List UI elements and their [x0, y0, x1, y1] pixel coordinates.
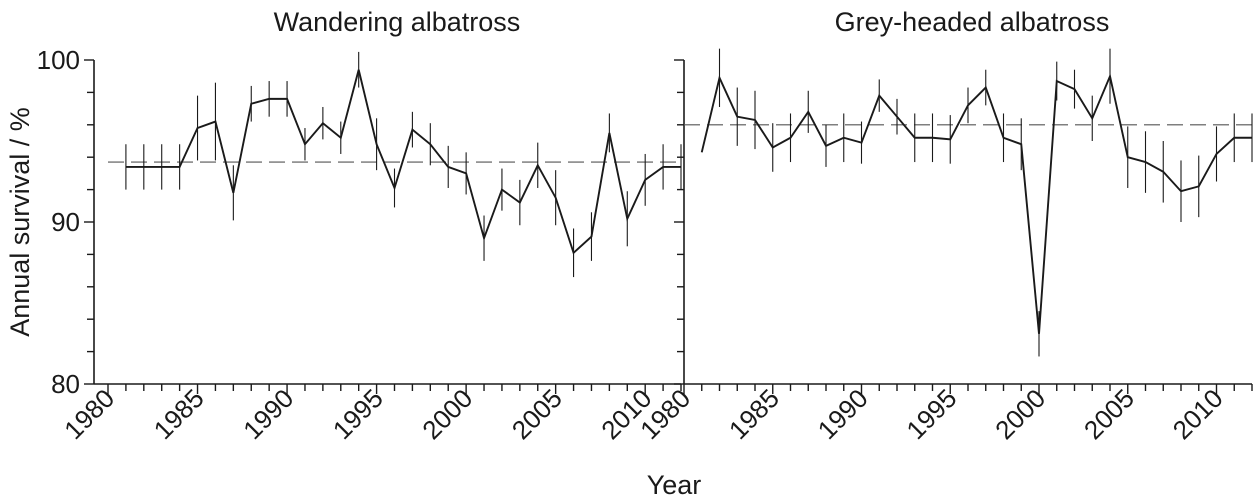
x-tick-label: 2005 — [1078, 383, 1140, 445]
x-tick-label: 2010 — [1167, 383, 1229, 445]
x-ticks-left: 1980 1985 1990 1995 2000 2005 2010 — [58, 383, 682, 445]
x-tick-label: 2000 — [989, 383, 1051, 445]
y-tick-label: 100 — [37, 45, 80, 75]
x-tick-label: 1995 — [900, 383, 962, 445]
x-tick-label: 1985 — [723, 383, 785, 445]
x-tick-label: 1985 — [148, 383, 210, 445]
x-tick-label: 1990 — [812, 383, 874, 445]
y-ticks-right — [674, 59, 684, 385]
series-line-wandering — [125, 69, 681, 255]
y-axis-label: Annual survival / % — [5, 107, 35, 337]
y-ticks-left: 80 90 100 — [37, 45, 94, 399]
y-tick-label: 90 — [51, 207, 80, 237]
x-tick-label: 2005 — [506, 383, 568, 445]
panel-grey-headed-albatross: Grey-headed albatross 1980 1985 1990 1995 20… — [634, 7, 1253, 445]
error-bars-wandering — [125, 51, 682, 278]
y-tick-label: 80 — [51, 369, 80, 399]
x-tick-label: 1995 — [327, 383, 389, 445]
series-line-grey-headed — [700, 73, 1252, 334]
x-axis-label: Year — [647, 470, 702, 500]
error-bars-grey-headed — [718, 48, 1253, 357]
x-tick-label: 1990 — [237, 383, 299, 445]
panel-title-wandering: Wandering albatross — [274, 7, 521, 37]
x-ticks-right: 1980 1985 1990 1995 2000 2005 2010 — [634, 383, 1253, 445]
panel-title-grey-headed: Grey-headed albatross — [835, 7, 1110, 37]
x-tick-label: 2000 — [416, 383, 478, 445]
